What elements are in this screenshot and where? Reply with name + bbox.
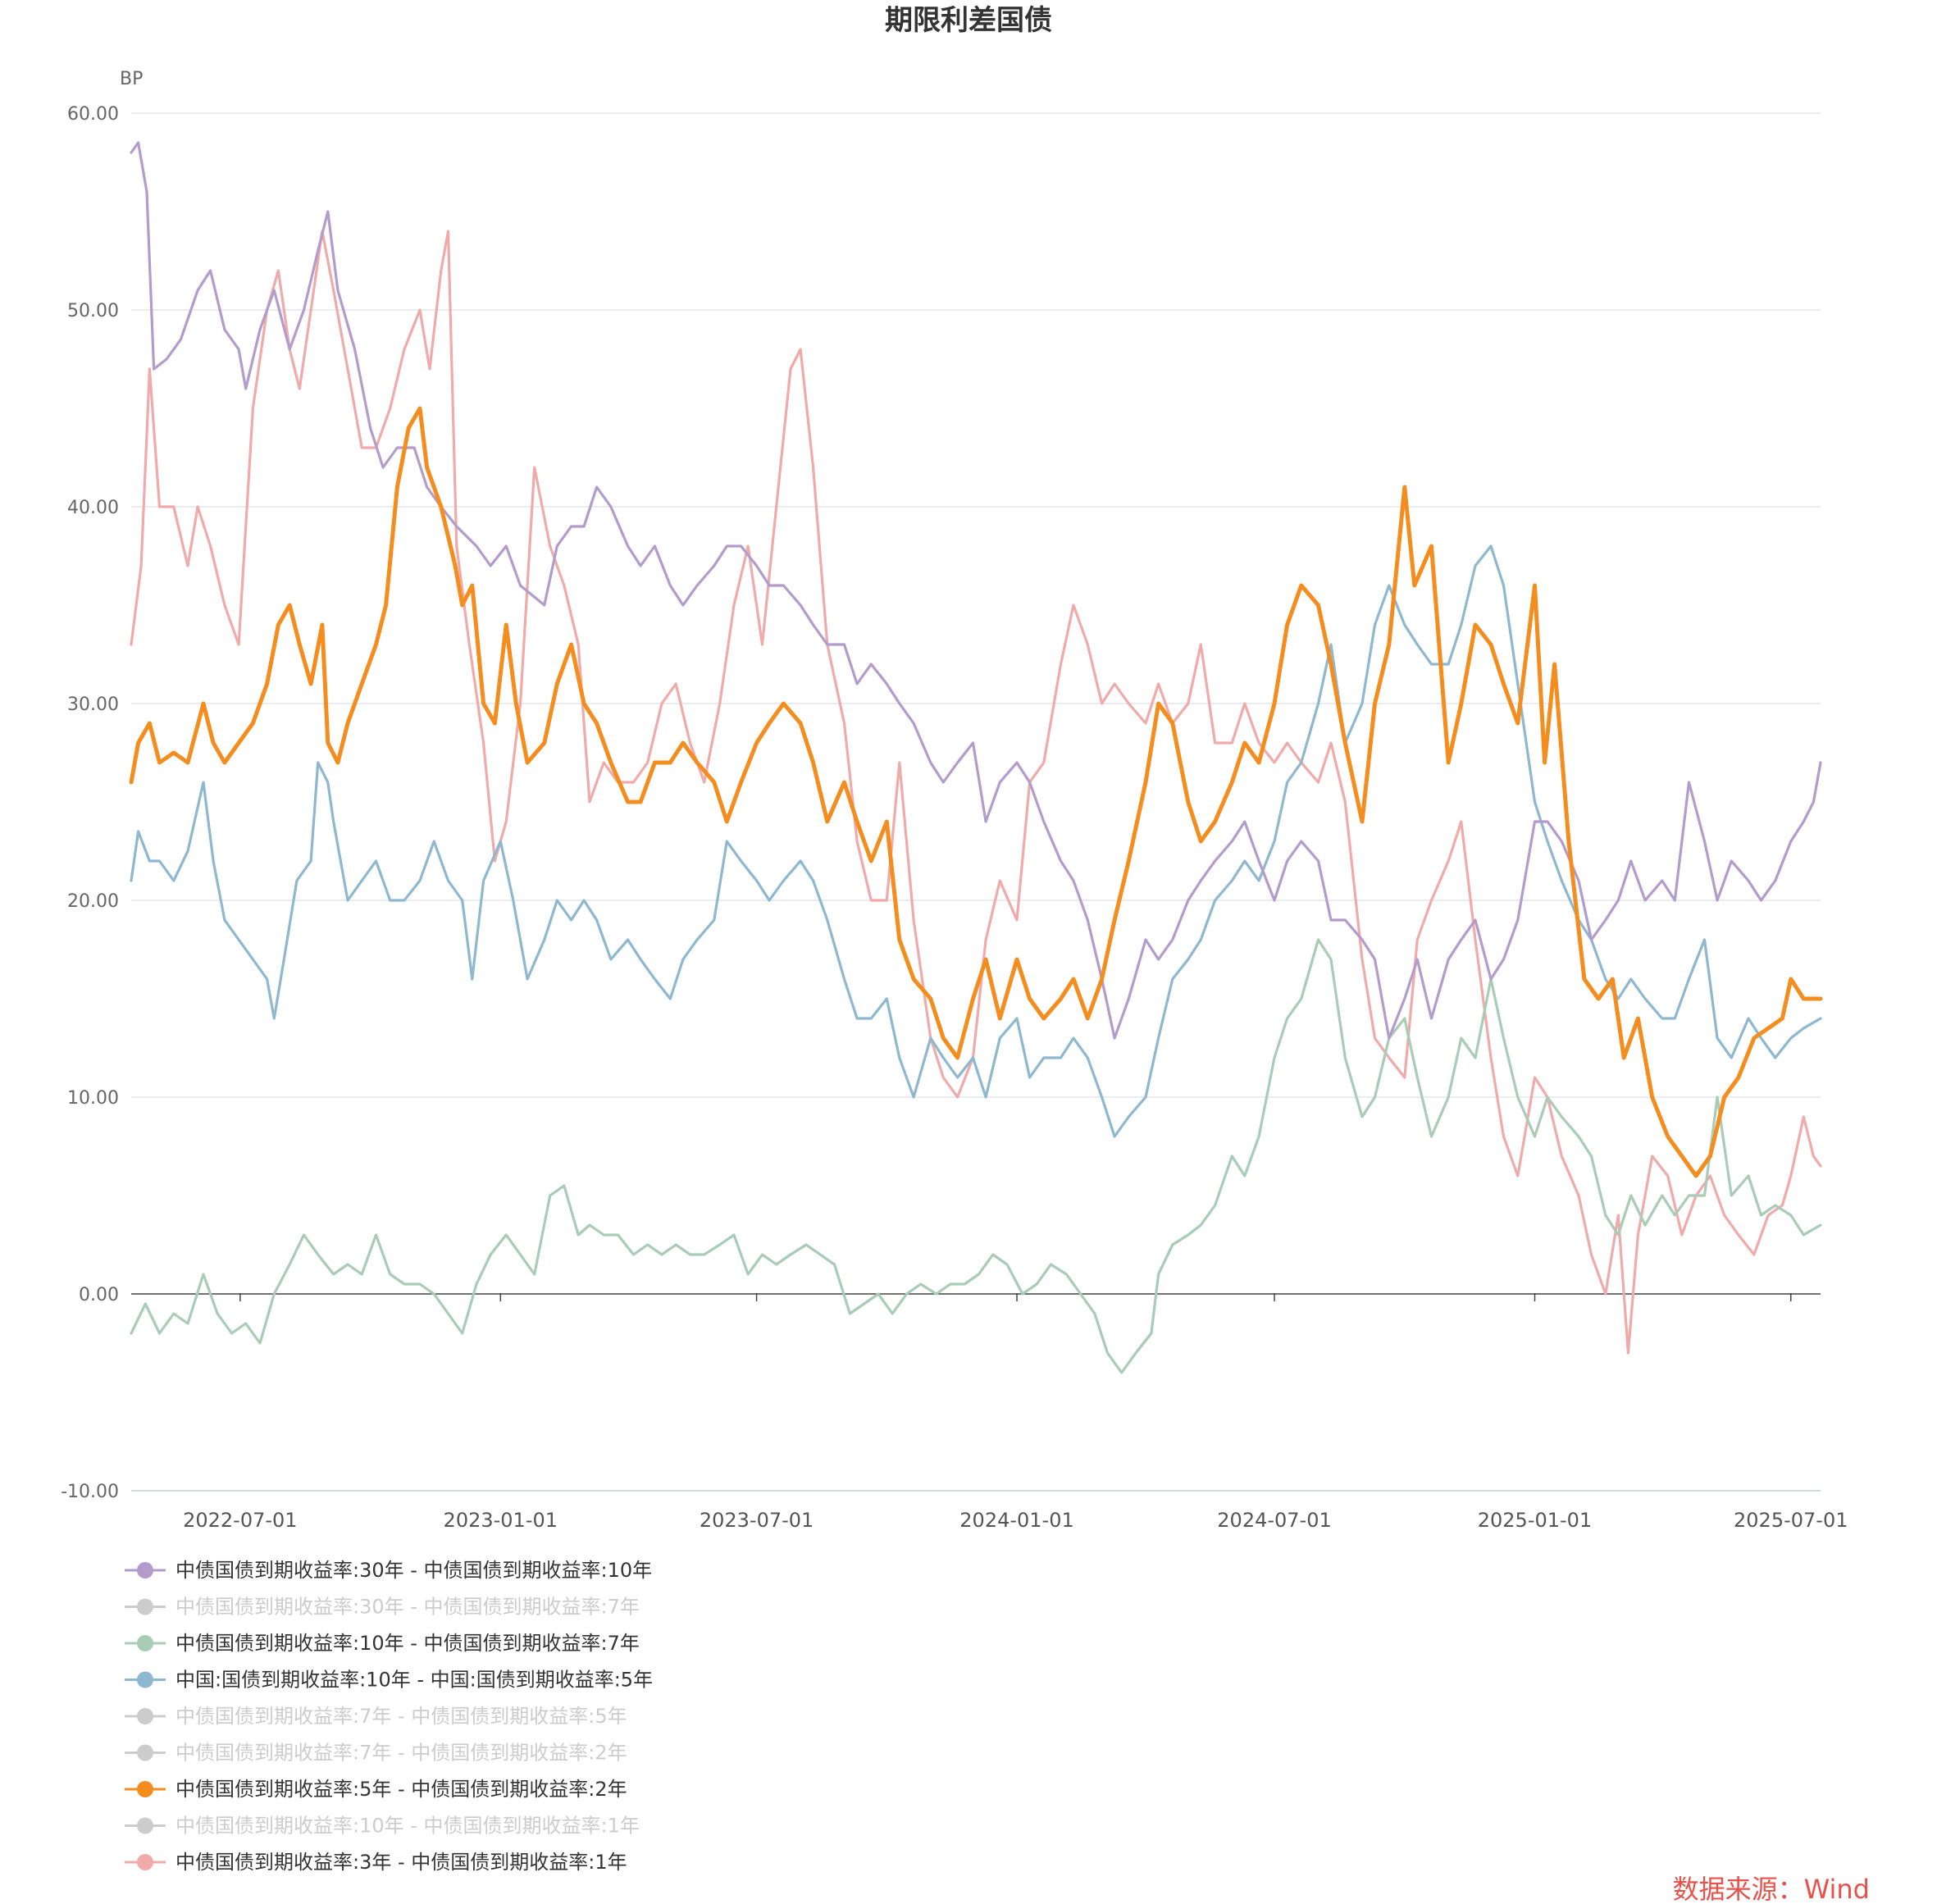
legend-label: 中债国债到期收益率:10年 - 中债国债到期收益率:1年 [175,1815,640,1838]
legend-item: 中债国债到期收益率:7年 - 中债国债到期收益率:5年 [125,1705,627,1728]
x-axis: 2022-07-01 2023-01-01 2023-07-01 2024-01-01… [183,1293,1848,1532]
series-line [130,141,1822,1040]
legend-label: 中国:国债到期收益率:10年 - 中国:国债到期收益率:5年 [175,1669,653,1692]
legend-label: 中债国债到期收益率:3年 - 中债国债到期收益率:1年 [175,1851,627,1874]
legend-label: 中债国债到期收益率:30年 - 中债国债到期收益率:7年 [175,1596,640,1619]
y-tick-label: 0.00 [79,1285,119,1305]
x-tick-label: 2023-07-01 [700,1509,814,1532]
legend: 中债国债到期收益率:30年 - 中债国债到期收益率:10年中债国债到期收益率:3… [125,1559,653,1874]
y-axis: 60.00 50.00 40.00 30.00 20.00 10.00 0.00 -10.00 [61,104,119,1502]
legend-marker-icon [137,1598,153,1615]
legend-marker-icon [137,1781,153,1797]
legend-marker-icon [137,1708,153,1724]
legend-marker-icon [137,1817,153,1834]
x-tick-label: 2024-01-01 [959,1509,1073,1532]
series-line [129,406,1823,1178]
legend-item: 中债国债到期收益率:3年 - 中债国债到期收益率:1年 [125,1851,627,1874]
legend-marker-icon [137,1744,153,1761]
x-tick-label: 2025-07-01 [1734,1509,1848,1532]
x-tick-label: 2023-01-01 [444,1509,558,1532]
legend-marker-icon [137,1854,153,1870]
legend-label: 中债国债到期收益率:7年 - 中债国债到期收益率:2年 [175,1742,627,1765]
series-line [130,230,1822,1355]
x-tick-label: 2022-07-01 [183,1509,297,1532]
legend-item: 中债国债到期收益率:10年 - 中债国债到期收益率:7年 [125,1632,640,1655]
legend-item: 中债国债到期收益率:5年 - 中债国债到期收益率:2年 [125,1778,627,1801]
y-tick-label: 30.00 [67,695,119,715]
data-source-label: 数据来源：Wind [1673,1874,1870,1904]
y-tick-label: 50.00 [67,301,119,321]
legend-item: 中债国债到期收益率:30年 - 中债国债到期收益率:7年 [125,1596,640,1619]
series-line [130,938,1822,1374]
y-tick-label: 20.00 [67,891,119,912]
legend-label: 中债国债到期收益率:5年 - 中债国债到期收益率:2年 [175,1778,627,1801]
legend-item: 中债国债到期收益率:30年 - 中债国债到期收益率:10年 [125,1559,652,1582]
y-tick-label: 60.00 [67,104,119,125]
legend-item: 中国:国债到期收益率:10年 - 中国:国债到期收益率:5年 [125,1669,653,1692]
grid [131,112,1821,1492]
y-tick-label: -10.00 [61,1482,119,1502]
y-axis-unit: BP [120,69,143,89]
plot-area [129,141,1823,1374]
legend-marker-icon [137,1635,153,1651]
y-tick-label: 40.00 [67,498,119,518]
chart-title: 期限利差国债 [885,4,1052,37]
legend-label: 中债国债到期收益率:30年 - 中债国债到期收益率:10年 [175,1559,652,1582]
legend-marker-icon [137,1671,153,1688]
legend-item: 中债国债到期收益率:7年 - 中债国债到期收益率:2年 [125,1742,627,1765]
legend-marker-icon [137,1562,153,1578]
legend-label: 中债国债到期收益率:7年 - 中债国债到期收益率:5年 [175,1705,627,1728]
legend-label: 中债国债到期收益率:10年 - 中债国债到期收益率:7年 [175,1632,640,1655]
y-tick-label: 10.00 [67,1088,119,1109]
x-tick-label: 2025-01-01 [1478,1509,1592,1532]
series-line [130,544,1822,1138]
legend-item: 中债国债到期收益率:10年 - 中债国债到期收益率:1年 [125,1815,640,1838]
x-tick-label: 2024-07-01 [1217,1509,1331,1532]
